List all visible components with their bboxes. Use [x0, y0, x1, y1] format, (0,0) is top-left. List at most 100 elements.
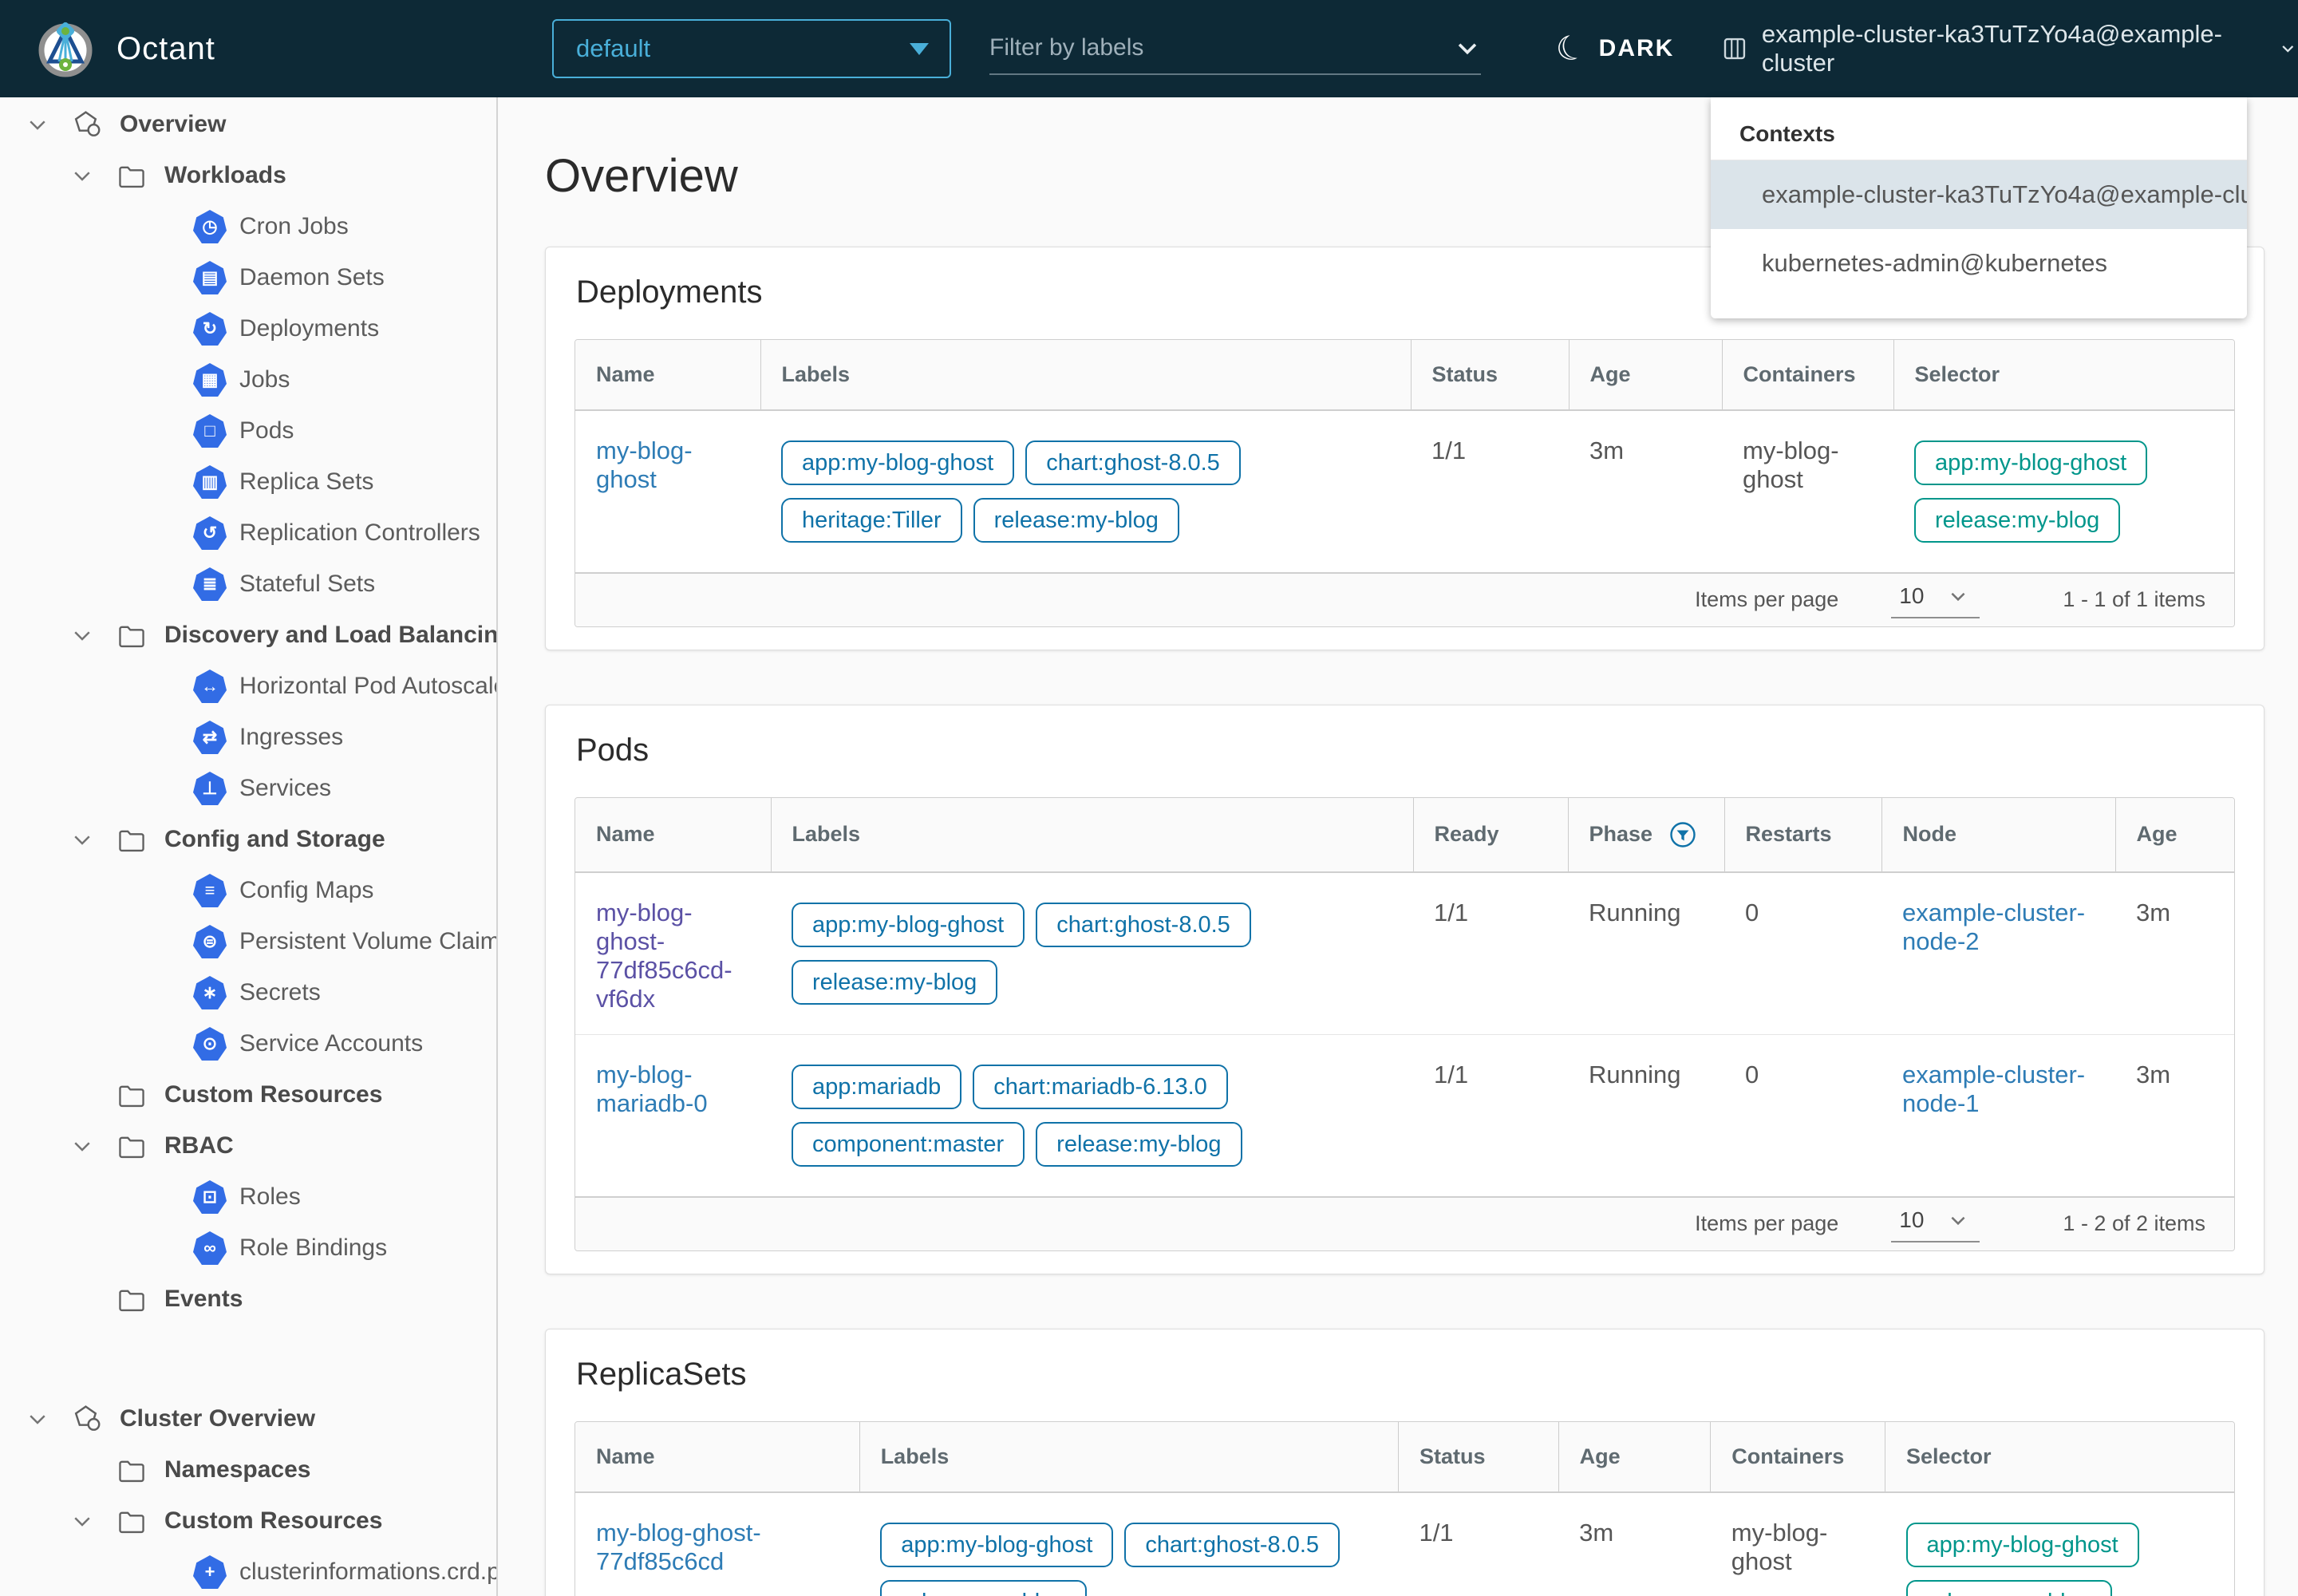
label-tag[interactable]: component:master — [792, 1121, 1025, 1167]
column-header-label: Status — [1431, 361, 1498, 386]
label-tag[interactable]: heritage:Tiller — [781, 497, 962, 543]
sidebar-item-config-and-storage[interactable]: Config and Storage — [0, 814, 496, 865]
column-header-phase: Phase — [1567, 797, 1724, 873]
sidebar-item-workloads[interactable]: Workloads — [0, 150, 496, 201]
label-tag[interactable]: app:my-blog-ghost — [880, 1522, 1114, 1567]
cell-text: 3m — [2136, 1060, 2171, 1088]
chevron-down-icon[interactable] — [70, 164, 94, 188]
cluster-icon — [1724, 38, 1746, 60]
sidebar-item-config-maps[interactable]: ≡ Config Maps — [0, 865, 496, 916]
column-header-label: Phase — [1589, 822, 1653, 847]
cell-text: 3m — [2136, 898, 2171, 926]
k8s-crd-icon: + — [193, 1555, 227, 1589]
brand: Octant — [35, 0, 215, 97]
k8s-service-icon: ⊥ — [193, 772, 227, 805]
chevron-down-icon[interactable] — [1454, 34, 1481, 61]
column-header-label: Status — [1419, 1444, 1486, 1468]
chevron-down-icon[interactable] — [70, 828, 94, 851]
chevron-down-icon[interactable] — [70, 623, 94, 647]
label-tag[interactable]: chart:mariadb-6.13.0 — [973, 1064, 1228, 1109]
sidebar-item-label: Events — [164, 1286, 243, 1312]
label-tag[interactable]: release:my-blog — [792, 959, 998, 1005]
cell-text: 1/1 — [1434, 1060, 1469, 1088]
label-tag[interactable]: release:my-blog — [973, 497, 1179, 543]
label-filter-placeholder: Filter by labels — [989, 34, 1144, 61]
sidebar-item-discovery-and-load-balancing[interactable]: Discovery and Load Balancing — [0, 610, 496, 661]
resource-link[interactable]: my-blog-mariadb-0 — [596, 1060, 708, 1117]
sidebar-item-replication-controllers[interactable]: ↺ Replication Controllers — [0, 508, 496, 559]
page-size-select[interactable]: 10 — [1891, 582, 1980, 618]
sidebar-item-custom-resources[interactable]: Custom Resources — [0, 1495, 496, 1547]
column-header-status: Status — [1397, 1421, 1559, 1493]
sidebar-item-persistent-volume-claims[interactable]: ⊜ Persistent Volume Claims — [0, 916, 496, 967]
label-tag[interactable]: chart:ghost-8.0.5 — [1124, 1522, 1340, 1567]
sidebar-item-label: Ingresses — [239, 724, 344, 750]
folder-icon — [115, 622, 148, 648]
column-header-ready: Ready — [1412, 797, 1568, 873]
sidebar-item-role-bindings[interactable]: ∞ Role Bindings — [0, 1223, 496, 1274]
chevron-down-icon[interactable] — [26, 113, 49, 136]
k8s-deployment-icon: ↻ — [193, 312, 227, 346]
k8s-serviceaccount-icon: ⊙ — [193, 1027, 227, 1061]
context-menu-item[interactable]: kubernetes-admin@kubernetes — [1711, 229, 2247, 298]
label-filter-input[interactable]: Filter by labels — [989, 22, 1481, 75]
sidebar-item-jobs[interactable]: ▦ Jobs — [0, 354, 496, 405]
resource-link[interactable]: my-blog-ghost-77df85c6cd-vf6dx — [596, 898, 732, 1013]
context-menu-item[interactable]: example-cluster-ka3TuTzYo4a@example-clu… — [1711, 160, 2247, 229]
sidebar-item-secrets[interactable]: ∗ Secrets — [0, 967, 496, 1018]
context-switcher[interactable]: example-cluster-ka3TuTzYo4a@example-clus… — [1720, 0, 2298, 97]
cell-text: 3m — [1589, 436, 1625, 464]
sidebar-item-namespaces[interactable]: Namespaces — [0, 1444, 496, 1495]
sidebar-item-roles[interactable]: ⊡ Roles — [0, 1171, 496, 1223]
sidebar-item-label: Config and Storage — [164, 826, 385, 852]
sidebar-item-services[interactable]: ⊥ Services — [0, 763, 496, 814]
sidebar-item-replica-sets[interactable]: ▥ Replica Sets — [0, 456, 496, 508]
label-tag[interactable]: chart:ghost-8.0.5 — [1036, 902, 1251, 947]
label-tag[interactable]: release:my-blog — [880, 1579, 1087, 1596]
sidebar-item-rbac[interactable]: RBAC — [0, 1120, 496, 1171]
label-tag[interactable]: app:mariadb — [792, 1064, 962, 1109]
chevron-down-icon[interactable] — [70, 1134, 94, 1158]
sidebar-item-events[interactable]: Events — [0, 1274, 496, 1325]
cell-labels: app:mariadb chart:mariadb-6.13.0 component… — [771, 1033, 1413, 1196]
sidebar-item-label: Namespaces — [164, 1456, 311, 1483]
sidebar-item-horizontal-pod-autoscalers[interactable]: ↔ Horizontal Pod Autoscalers — [0, 661, 496, 712]
label-tag[interactable]: app:my-blog-ghost — [792, 902, 1025, 947]
resource-link[interactable]: my-blog-ghost — [596, 436, 693, 493]
page-size-select[interactable]: 10 — [1891, 1206, 1980, 1242]
cell-phase: Running — [1568, 871, 1724, 1035]
resource-link[interactable]: my-blog-ghost-77df85c6cd — [596, 1518, 761, 1575]
filter-icon[interactable] — [1668, 820, 1697, 849]
sidebar-item-overview[interactable]: Overview — [0, 99, 496, 150]
chevron-down-icon[interactable] — [70, 1509, 94, 1533]
cell-name: my-blog-mariadb-0 — [575, 1033, 771, 1196]
page-title: Overview — [545, 150, 738, 202]
cell-text: my-blog-ghost — [1743, 436, 1839, 493]
sidebar-item-clusterinformations-crd-projec[interactable]: + clusterinformations.crd.projec — [0, 1547, 496, 1596]
sidebar-item-stateful-sets[interactable]: ≣ Stateful Sets — [0, 559, 496, 610]
sidebar-item-pods[interactable]: □ Pods — [0, 405, 496, 456]
cell-text: Running — [1589, 898, 1681, 926]
sidebar-item-label: RBAC — [164, 1132, 234, 1159]
namespace-select[interactable]: default — [552, 19, 951, 78]
label-tag[interactable]: app:my-blog-ghost — [781, 440, 1015, 485]
selector-tag: release:my-blog — [1914, 497, 2121, 543]
sidebar-item-deployments[interactable]: ↻ Deployments — [0, 303, 496, 354]
sidebar-item-service-accounts[interactable]: ⊙ Service Accounts — [0, 1018, 496, 1069]
table-replicasets: Name Labels Status Age Containers Selector my-… — [574, 1420, 2235, 1596]
cell-text: 1/1 — [1419, 1518, 1454, 1547]
chevron-down-icon[interactable] — [26, 1407, 49, 1431]
dark-theme-toggle[interactable]: ☾ DARK — [1551, 0, 1674, 97]
resource-link[interactable]: example-cluster-node-1 — [1902, 1060, 2086, 1117]
resource-link[interactable]: example-cluster-node-2 — [1902, 898, 2086, 955]
sidebar-item-custom-resources[interactable]: Custom Resources — [0, 1069, 496, 1120]
sidebar-item-cluster-overview[interactable]: Cluster Overview — [0, 1393, 496, 1444]
context-menu-item-label: example-cluster-ka3TuTzYo4a@example-clu… — [1762, 180, 2247, 208]
sidebar-item-label: Services — [239, 775, 332, 801]
k8s-statefulset-icon: ≣ — [193, 567, 227, 601]
sidebar-item-daemon-sets[interactable]: ▤ Daemon Sets — [0, 252, 496, 303]
label-tag[interactable]: chart:ghost-8.0.5 — [1025, 440, 1241, 485]
sidebar-item-ingresses[interactable]: ⇄ Ingresses — [0, 712, 496, 763]
label-tag[interactable]: release:my-blog — [1036, 1121, 1242, 1167]
sidebar-item-cron-jobs[interactable]: ◷ Cron Jobs — [0, 201, 496, 252]
